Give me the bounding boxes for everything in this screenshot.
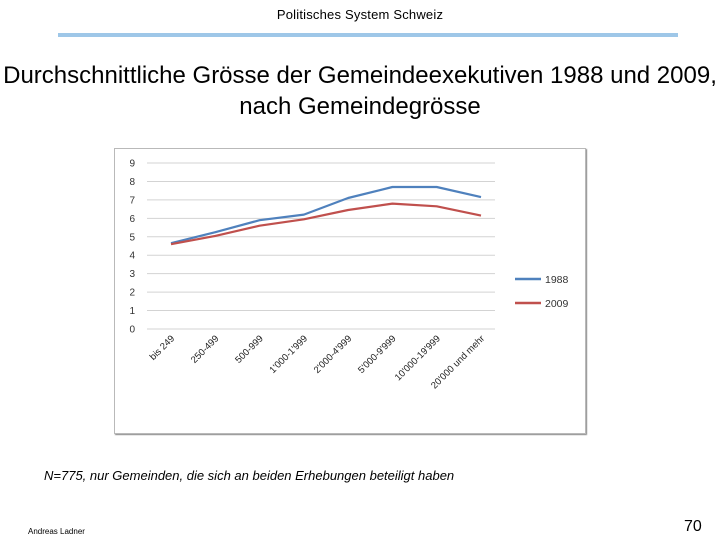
- page-number: 70: [684, 518, 702, 535]
- x-tick-label: 1'000-1'999: [268, 333, 310, 375]
- header-title: Politisches System Schweiz: [276, 7, 444, 22]
- x-tick-label: 250-499: [189, 333, 221, 365]
- x-tick-label: 500-999: [233, 333, 265, 365]
- series-line-2009: [170, 202, 482, 246]
- x-tick-label: bis 249: [148, 333, 177, 362]
- legend-label: 2009: [545, 298, 569, 310]
- header-divider: [58, 33, 678, 37]
- y-tick-label: 2: [129, 288, 135, 299]
- series-line-1988: [170, 185, 482, 245]
- y-tick-label: 9: [129, 159, 135, 170]
- sample-note: N=775, nur Gemeinden, die sich an beiden…: [44, 468, 455, 483]
- y-tick-label: 7: [129, 195, 135, 206]
- x-tick-label: 2'000-4'999: [312, 333, 354, 375]
- y-tick-label: 1: [129, 306, 135, 317]
- y-tick-label: 4: [129, 251, 135, 262]
- x-tick-label: 10'000-19'999: [393, 333, 443, 383]
- y-tick-label: 8: [129, 177, 135, 188]
- line-chart: 0 1 2 3 4 5 6 7 8 9 bis 249 250-499 500-999 1'000-1'9…: [129, 159, 569, 392]
- x-tick-label: 5'000-9'999: [356, 333, 398, 375]
- legend-label: 1988: [545, 274, 569, 286]
- slide-title: Durchschnittliche Grösse der Gemeindeexe…: [3, 62, 717, 120]
- author-name: Andreas Ladner: [28, 527, 85, 536]
- y-tick-label: 5: [129, 232, 135, 243]
- y-tick-label: 0: [129, 325, 135, 336]
- y-tick-label: 6: [129, 214, 135, 225]
- y-tick-label: 3: [129, 269, 135, 280]
- chart-container: 0 1 2 3 4 5 6 7 8 9 bis 249 250-499 500-999 1'000-1'9…: [114, 148, 586, 434]
